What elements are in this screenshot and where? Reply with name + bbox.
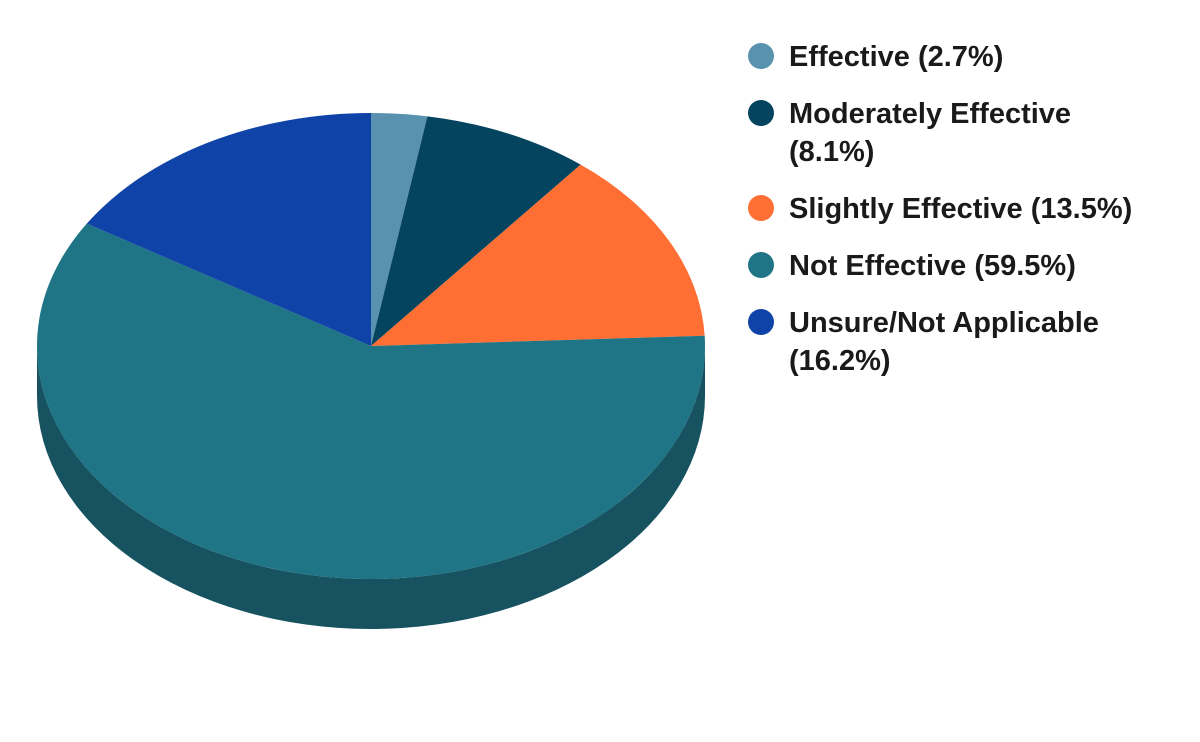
pie-slice-effective xyxy=(371,113,428,346)
legend-item-slightly-effective: Slightly Effective (13.5%) xyxy=(748,190,1188,228)
legend-label: Moderately Effective (8.1%) xyxy=(789,98,1072,168)
pie-slice-slightly-effective xyxy=(371,164,705,346)
legend-swatch xyxy=(748,252,774,278)
legend-item-not-effective: Not Effective (59.5%) xyxy=(748,247,1188,285)
legend-label: Effective (2.7%) xyxy=(789,41,1004,73)
pie-sides xyxy=(37,346,705,629)
legend-item-moderately-effective: Moderately Effective (8.1%) xyxy=(748,95,1188,171)
legend-swatch xyxy=(748,100,774,126)
pie-slice-not-effective xyxy=(37,223,706,579)
legend-item-unsure-not-applicable: Unsure/Not Applicable (16.2%) xyxy=(748,304,1188,380)
legend-swatch xyxy=(748,43,774,69)
legend-label: Unsure/Not Applicable (16.2%) xyxy=(789,307,1099,377)
pie-chart xyxy=(37,113,706,629)
pie-slices xyxy=(37,113,706,579)
legend-swatch xyxy=(748,195,774,221)
pie-side-not-effective xyxy=(37,346,705,629)
legend-label: Slightly Effective (13.5%) xyxy=(789,193,1133,225)
legend-swatch xyxy=(748,309,774,335)
pie-slice-moderately-effective xyxy=(371,116,581,346)
pie-slice-unsure-not-applicable xyxy=(86,113,372,346)
legend-label: Not Effective (59.5%) xyxy=(789,250,1076,282)
legend: Effective (2.7%) Moderately Effective (8.… xyxy=(748,38,1188,399)
legend-item-effective: Effective (2.7%) xyxy=(748,38,1188,76)
